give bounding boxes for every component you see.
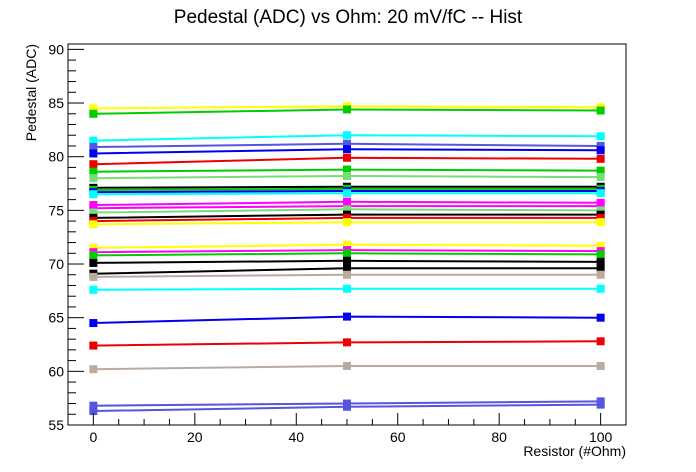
data-point (89, 285, 98, 294)
data-point (89, 258, 98, 267)
data-point (89, 341, 98, 350)
data-point (89, 190, 98, 199)
data-point (89, 407, 98, 416)
y-tick-label: 85 (48, 95, 64, 111)
y-tick-label: 60 (48, 363, 64, 379)
data-point (343, 105, 351, 114)
data-point (343, 338, 351, 347)
data-point (596, 284, 605, 293)
x-tick-label: 40 (288, 429, 304, 445)
data-point (89, 208, 98, 217)
data-point (596, 270, 605, 279)
chart-title: Pedestal (ADC) vs Ohm: 20 mV/fC -- Hist (174, 7, 523, 28)
data-point (596, 166, 605, 175)
data-point (596, 173, 605, 182)
data-point (343, 264, 351, 273)
data-point (596, 206, 605, 215)
data-point (596, 141, 605, 150)
data-point (89, 174, 98, 183)
data-point (343, 270, 351, 279)
data-point (343, 197, 351, 206)
y-tick-label: 75 (48, 202, 64, 218)
data-point (596, 250, 605, 259)
data-point (89, 401, 98, 410)
data-point (343, 153, 351, 162)
data-point (89, 104, 98, 113)
data-point (343, 361, 351, 370)
x-tick-label: 60 (390, 429, 406, 445)
data-point (596, 257, 605, 266)
data-point (89, 160, 98, 169)
x-axis-label: Resistor (#Ohm) (523, 443, 626, 459)
data-point (89, 365, 98, 374)
x-tick-label: 0 (89, 429, 97, 445)
data-point (343, 131, 351, 140)
series-layer (89, 102, 605, 416)
data-point (596, 361, 605, 370)
data-point (89, 319, 98, 328)
data-point (596, 218, 605, 227)
data-point (343, 312, 351, 321)
y-tick-label: 90 (48, 41, 64, 57)
data-point (343, 284, 351, 293)
data-point (596, 213, 605, 222)
data-point (596, 400, 605, 409)
y-tick-label: 65 (48, 310, 64, 326)
data-point (343, 145, 351, 154)
data-point (89, 251, 98, 260)
data-point (596, 189, 605, 198)
data-point (89, 149, 98, 158)
data-point (343, 218, 351, 227)
data-point (89, 204, 98, 213)
data-point (89, 167, 98, 176)
data-point (343, 240, 351, 249)
x-tick-label: 20 (187, 429, 203, 445)
y-tick-label: 55 (48, 417, 64, 433)
data-point (89, 220, 98, 229)
y-axis-label: Pedestal (ADC) (23, 44, 39, 141)
data-point (596, 132, 605, 141)
y-tick-label: 80 (48, 149, 64, 165)
data-point (596, 313, 605, 322)
x-tick-label: 80 (491, 429, 507, 445)
data-point (343, 189, 351, 198)
y-tick-label: 70 (48, 256, 64, 272)
x-tick-label: 100 (589, 429, 613, 445)
data-point (596, 241, 605, 250)
data-point (343, 205, 351, 214)
data-point (343, 256, 351, 265)
tick-layer: 0 20 40 60 80 100 55 60 65 70 75 80 85 90 (48, 41, 627, 445)
data-point (596, 264, 605, 273)
data-point (89, 143, 98, 152)
data-point (89, 109, 98, 118)
data-point (343, 213, 351, 222)
data-point (343, 139, 351, 148)
data-point (343, 165, 351, 174)
data-point (343, 249, 351, 258)
data-point (343, 172, 351, 181)
data-point (89, 243, 98, 252)
data-point (596, 146, 605, 155)
data-point (596, 202, 605, 211)
data-point (89, 272, 98, 281)
data-point (89, 136, 98, 145)
data-point (596, 106, 605, 115)
data-point (596, 154, 605, 163)
data-point (343, 402, 351, 411)
data-point (596, 337, 605, 346)
